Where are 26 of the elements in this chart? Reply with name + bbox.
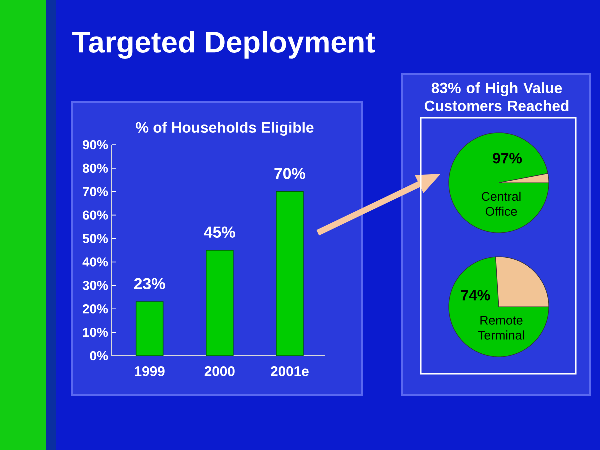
- bar: [136, 302, 164, 356]
- y-tick-label: 40%: [82, 258, 108, 267]
- data-label: 74%: [461, 290, 490, 301]
- text: Central Office: [482, 192, 521, 216]
- bar: [276, 191, 304, 356]
- chart-subtitle: % of Households Eligible: [136, 122, 314, 136]
- y-tick-label: 70%: [83, 187, 108, 196]
- data-label: 70%: [274, 168, 306, 180]
- y-tick-label: 0%: [90, 351, 108, 361]
- text: Remote Terminal: [478, 316, 524, 340]
- x-tick-label: 2001e: [271, 366, 309, 376]
- y-tick-label: 80%: [82, 164, 108, 174]
- y-tick-label: 10%: [83, 328, 108, 338]
- chart-title: Targeted Deployment: [72, 31, 376, 59]
- y-tick-label: 50%: [82, 234, 108, 244]
- y-tick-label: 20%: [83, 304, 108, 314]
- data-label: 97%: [493, 153, 522, 164]
- data-label: 45%: [204, 226, 236, 238]
- y-tick-label: 90%: [83, 140, 108, 150]
- bar: [206, 250, 234, 356]
- y-tick-label: 30%: [82, 281, 108, 290]
- y-tick-label: 60%: [83, 210, 108, 220]
- text: 83% of High Value Customers Reached: [424, 82, 569, 112]
- x-tick-label: 1999: [135, 366, 165, 376]
- x-tick-label: 2000: [204, 366, 235, 376]
- data-label: 23%: [134, 278, 166, 290]
